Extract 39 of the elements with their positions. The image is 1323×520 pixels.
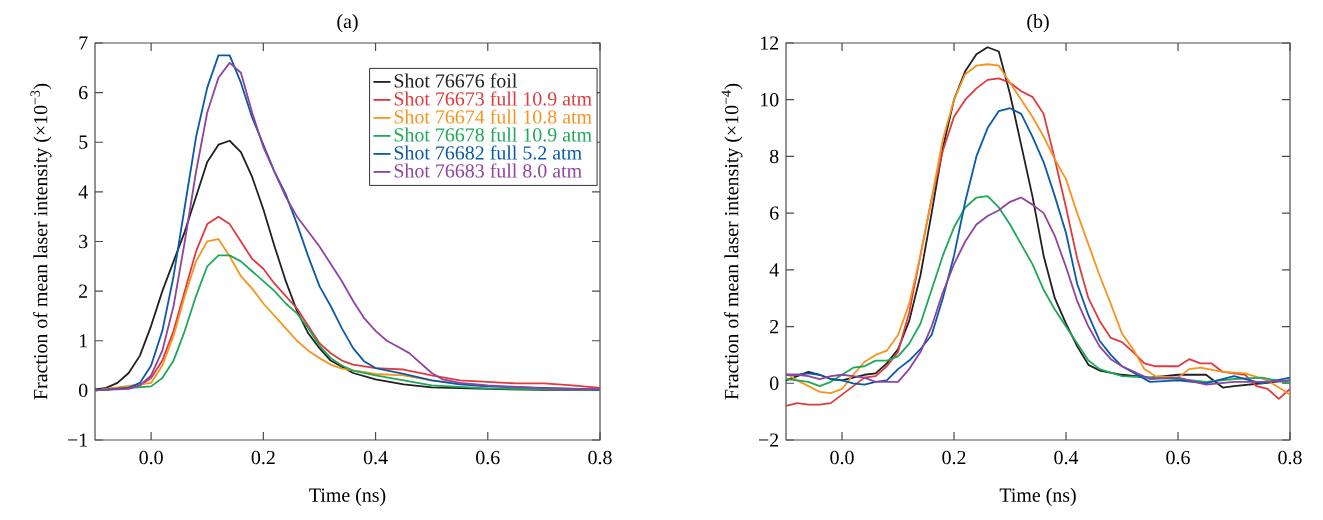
y-tick-label: 8 — [769, 149, 779, 164]
x-tick-label: 0.8 — [588, 450, 612, 465]
legend-label: Shot 76676 foil — [394, 73, 517, 88]
y-tick-label: 4 — [769, 263, 779, 277]
x-tick-label: 0.0 — [830, 450, 854, 465]
y-tick-label: 0 — [769, 376, 779, 390]
x-tick-label: 0.2 — [942, 450, 966, 465]
chart-title: (a) — [337, 14, 358, 33]
y-tick-label: 3 — [79, 234, 88, 249]
y-tick-label: 6 — [79, 85, 88, 100]
y-tick-label: 10 — [761, 92, 779, 107]
y-tick-label: 1 — [79, 334, 87, 348]
y-axis-title: Fraction of mean laser intensity (×10$^{−3}$) — [30, 83, 52, 400]
legend-label: Shot 76674 full 10.8 atm — [394, 109, 592, 124]
x-tick-label: 0.6 — [1166, 450, 1190, 465]
x-tick-label: 0.8 — [1278, 450, 1302, 465]
legend-label: Shot 76678 full 10.9 atm — [394, 127, 592, 142]
y-tick-label: 0 — [78, 383, 88, 398]
legend-label: Shot 76673 full 10.9 atm — [394, 91, 592, 106]
x-tick-label: 0.6 — [476, 450, 500, 465]
x-tick-label: 0.4 — [363, 450, 388, 465]
chart-title: (b) — [1027, 14, 1049, 33]
y-tick-label: 6 — [770, 206, 779, 220]
y-tick-label: 5 — [79, 135, 88, 149]
y-tick-label: 7 — [79, 36, 88, 50]
y-tick-label: 4 — [78, 185, 88, 199]
legend-label: Shot 76683 full 8.0 atm — [394, 163, 582, 178]
legend-label: Shot 76682 full 5.2 atm — [394, 145, 582, 160]
x-axis-title: Time (ns) — [999, 487, 1076, 506]
y-tick-label: 2 — [79, 284, 88, 298]
x-tick-label: 0.2 — [251, 450, 275, 465]
y-tick-label: −1 — [67, 433, 87, 447]
y-tick-label: −2 — [758, 433, 779, 447]
y-tick-label: 12 — [761, 36, 779, 50]
x-tick-label: 0.4 — [1054, 450, 1079, 465]
y-axis-title: Fraction of mean laser intensity (×10$^{−4}$) — [721, 83, 743, 400]
x-axis-title: Time (ns) — [309, 487, 386, 506]
y-tick-label: 2 — [770, 319, 779, 334]
x-tick-label: 0.0 — [139, 450, 163, 465]
